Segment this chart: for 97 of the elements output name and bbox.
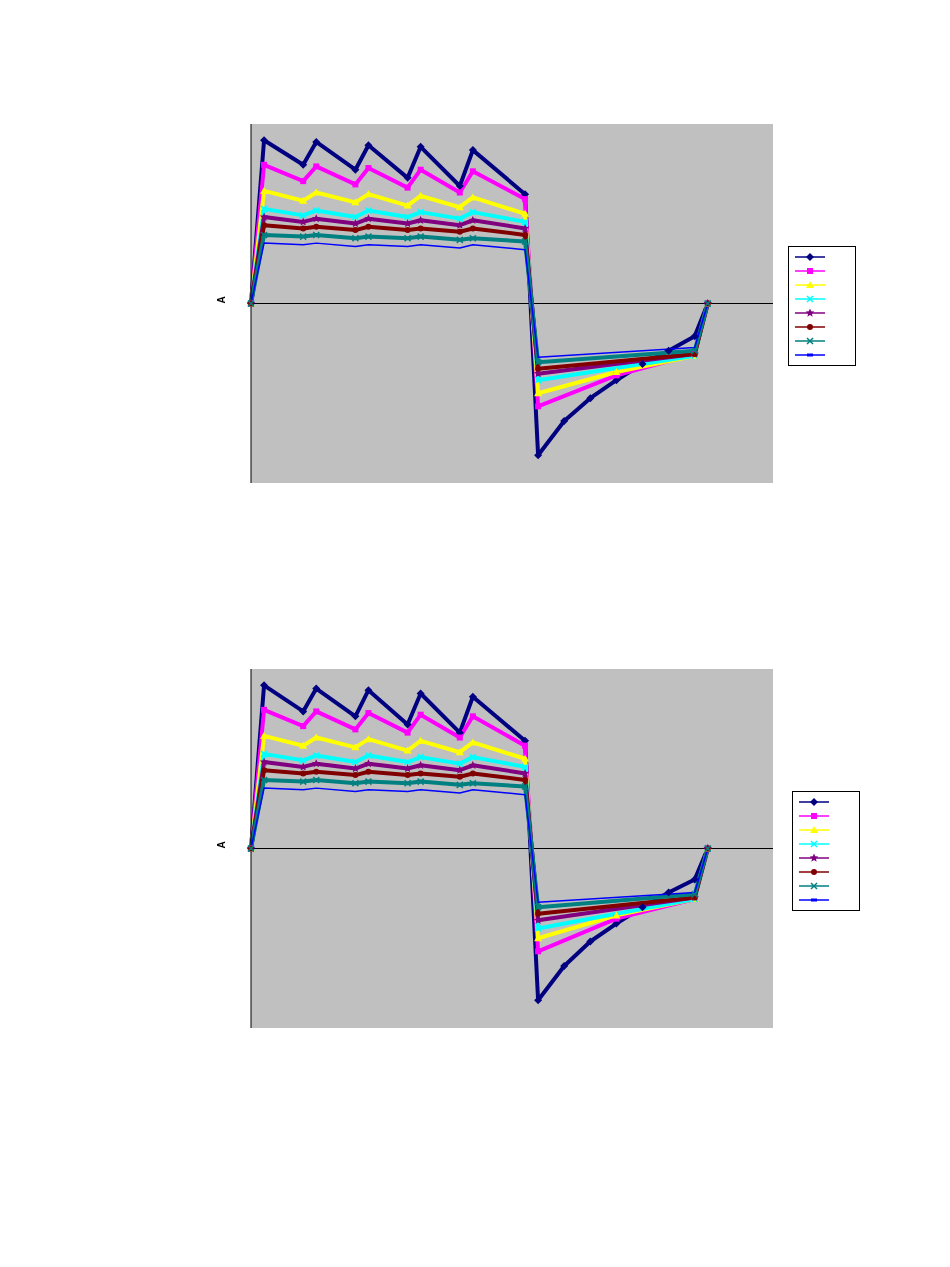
point (300, 770, 307, 777)
point (365, 768, 372, 775)
point (259, 212, 269, 221)
point (261, 161, 268, 168)
point (299, 741, 308, 749)
point (403, 746, 412, 754)
point (535, 948, 542, 955)
point (299, 160, 308, 169)
point (417, 225, 424, 232)
point (522, 196, 529, 203)
point (313, 768, 320, 775)
point (404, 184, 411, 191)
point (300, 225, 307, 232)
point (365, 710, 372, 717)
point (417, 711, 424, 718)
point (417, 166, 424, 173)
point (456, 236, 464, 244)
point (299, 196, 308, 204)
point (299, 707, 308, 716)
point (260, 186, 269, 194)
point (403, 201, 412, 209)
point (300, 723, 307, 730)
point (261, 767, 268, 774)
point (312, 137, 321, 146)
point (364, 759, 373, 768)
point (416, 760, 425, 769)
point (455, 748, 464, 756)
point (535, 365, 542, 372)
point (352, 181, 359, 188)
point (468, 692, 477, 701)
point (468, 146, 477, 155)
point (365, 223, 372, 230)
point (469, 208, 477, 216)
point (664, 888, 673, 897)
point (586, 394, 595, 403)
point (522, 742, 529, 749)
point (560, 416, 569, 425)
point (416, 215, 425, 224)
point (300, 178, 307, 185)
point (456, 228, 463, 235)
point (404, 729, 411, 736)
point (261, 706, 268, 713)
point (469, 770, 476, 777)
point (469, 168, 476, 175)
point (456, 773, 463, 780)
point (364, 686, 373, 695)
point (638, 359, 647, 368)
point (535, 403, 542, 410)
point (612, 368, 621, 376)
point (522, 231, 529, 238)
point (586, 937, 595, 946)
point (469, 753, 477, 761)
point (313, 708, 320, 715)
point (456, 189, 463, 196)
point (364, 214, 373, 223)
point (469, 225, 476, 232)
point (261, 222, 268, 229)
point (664, 346, 673, 355)
y-axis-title: A (215, 296, 228, 304)
point (521, 763, 529, 771)
point (364, 751, 373, 760)
point (638, 903, 647, 912)
point (469, 713, 476, 720)
point (312, 684, 321, 693)
point (468, 215, 478, 224)
point (521, 754, 530, 762)
point (404, 227, 411, 234)
point (521, 218, 529, 226)
point (535, 910, 542, 917)
point (260, 731, 269, 739)
point (311, 759, 321, 768)
point (313, 223, 320, 230)
point (352, 227, 359, 234)
point (351, 712, 360, 721)
point (364, 206, 373, 215)
point (364, 141, 373, 150)
point (311, 214, 321, 223)
point (455, 203, 464, 211)
point (456, 734, 463, 741)
point (403, 720, 412, 729)
point (351, 165, 360, 174)
point (560, 961, 569, 970)
point (403, 173, 412, 182)
point (417, 770, 424, 777)
point (352, 726, 359, 733)
point (404, 772, 411, 779)
point (690, 875, 699, 884)
point (365, 165, 372, 172)
point (468, 760, 478, 769)
point (522, 776, 529, 783)
point (313, 163, 320, 170)
point (259, 757, 269, 766)
point (690, 332, 699, 341)
point (456, 781, 464, 789)
point (521, 209, 530, 217)
y-axis-title: A (215, 841, 228, 849)
point (352, 772, 359, 779)
